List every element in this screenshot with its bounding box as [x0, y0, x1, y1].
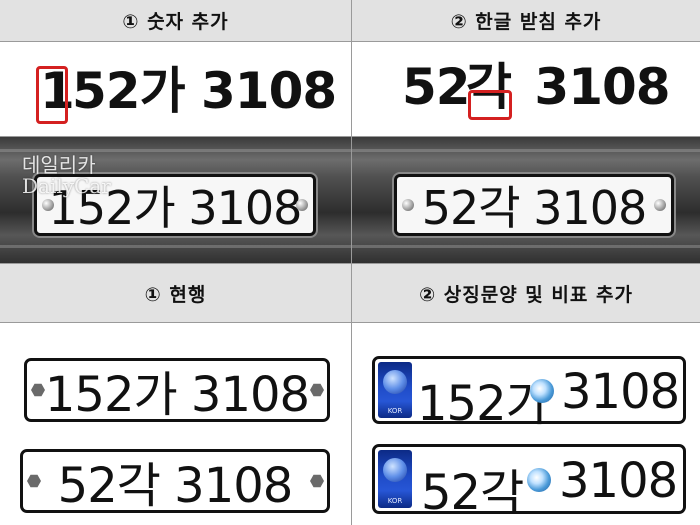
bolt-icon [310, 474, 324, 488]
plate-symbol-long-prefix: 152가 [417, 376, 550, 432]
big-text-syllable: 각 [466, 58, 512, 116]
highlight-box [36, 66, 68, 124]
plate-current-long-text: 152가 3108 [44, 367, 310, 423]
car-plate-right: 52각 3108 [394, 174, 674, 236]
car-plate-left-text: 152가 3108 [48, 181, 303, 235]
big-text-prefix: 52 [402, 58, 471, 116]
national-symbol-icon: KOR [378, 450, 412, 508]
big-text-batchim-added: 52 각 3108 [352, 42, 700, 136]
plate-current-short: 52각 3108 [20, 449, 330, 514]
highlight-digit: 1 [40, 62, 75, 120]
watermark: 데일리카 DailyCar [22, 153, 111, 198]
bolt-icon [27, 474, 41, 488]
divider [0, 136, 700, 137]
divider [0, 322, 700, 323]
plate-symbol-long: KOR 152가 3108 [372, 356, 686, 432]
plate-current-short-text: 52각 3108 [57, 458, 294, 514]
header-symbol-added: ② 상징문양 및 비표 추가 [352, 264, 700, 322]
big-text-rest: 3108 [518, 58, 670, 116]
hologram-icon [530, 379, 554, 403]
bolt-icon [31, 383, 45, 397]
national-symbol-icon: KOR [378, 362, 412, 418]
header-number-added: ① 숫자 추가 [0, 0, 351, 41]
car-plate-left: 152가 3108 [34, 174, 316, 236]
big-text-rest: 52가 3108 [72, 62, 337, 120]
plates-symbol: KOR 152가 3108 KOR 52각 3108 [352, 323, 700, 525]
header-current: ① 현행 [0, 264, 351, 322]
divider [0, 41, 700, 42]
plate-current-long: 152가 3108 [24, 358, 330, 423]
batchim-highlight-box [468, 90, 512, 120]
hologram-icon [527, 468, 551, 492]
plate-symbol-short-prefix: 52각 [421, 465, 524, 521]
car-plate-right-text: 52각 3108 [421, 181, 648, 235]
bolt-icon [310, 383, 324, 397]
plate-symbol-long-suffix: 3108 [561, 364, 680, 420]
plate-symbol-short-suffix: 3108 [559, 453, 678, 509]
car-photo-right: 52각 3108 [352, 137, 700, 263]
header-batchim-added: ② 한글 받침 추가 [352, 0, 700, 41]
car-photo-left: 152가 3108 데일리카 DailyCar [0, 137, 351, 263]
big-text-number-added: 1 52가 3108 [0, 42, 351, 136]
plates-current: 152가 3108 52각 3108 [0, 323, 351, 525]
divider [0, 263, 700, 264]
divider [351, 0, 352, 525]
plate-symbol-short: KOR 52각 3108 [372, 444, 686, 521]
